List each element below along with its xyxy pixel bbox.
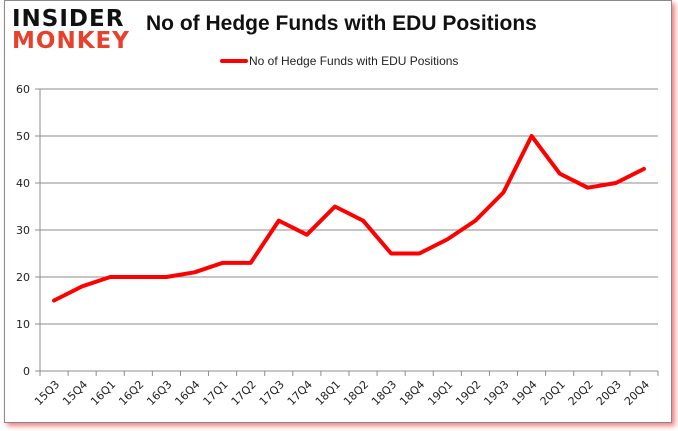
x-tick-label: 19Q4 [510,378,540,408]
legend-line-swatch-icon [220,59,248,63]
legend-label: No of Hedge Funds with EDU Positions [249,54,459,68]
x-tick-label: 19Q3 [481,378,511,408]
x-tick-label: 17Q1 [201,378,231,408]
data-series-line [52,134,646,303]
y-tick-label: 50 [16,130,30,143]
x-tick-label: 19Q2 [453,378,483,408]
x-tick-label: 17Q4 [285,378,315,408]
x-tick-label: 18Q4 [397,378,427,408]
x-tick-label: 20Q2 [566,378,596,408]
y-tick-label: 10 [16,318,30,331]
x-tick-label: 16Q1 [88,378,118,408]
x-tick-label: 18Q3 [369,378,399,408]
x-tick-label: 16Q3 [144,378,174,408]
chart-legend: No of Hedge Funds with EDU Positions [220,54,458,68]
insider-monkey-logo: INSIDER MONKEY [12,6,130,54]
y-tick-label: 40 [16,177,30,190]
x-tick-label: 16Q2 [116,378,146,408]
logo-line-1: INSIDER [12,6,125,32]
x-tick-label: 20Q1 [538,378,568,408]
chart-title: No of Hedge Funds with EDU Positions [146,12,537,35]
x-tick-label: 18Q1 [313,378,343,408]
y-tick-label: 30 [16,224,30,237]
x-tick-label: 15Q3 [32,378,62,408]
x-tick-label: 17Q3 [257,378,287,408]
x-tick-label: 19Q1 [425,378,455,408]
chart-frame [4,0,672,423]
y-tick-label: 60 [16,83,30,96]
x-tick-label: 20Q4 [622,378,652,408]
x-tick-label: 18Q2 [341,378,371,408]
y-tick-label: 0 [23,365,30,378]
x-tick-label: 15Q4 [60,378,90,408]
x-tick-label: 16Q4 [172,378,202,408]
x-tick-label: 17Q2 [229,378,259,408]
x-tick-label: 20Q3 [594,378,624,408]
y-tick-label: 20 [16,271,30,284]
logo-line-2: MONKEY [12,28,130,54]
